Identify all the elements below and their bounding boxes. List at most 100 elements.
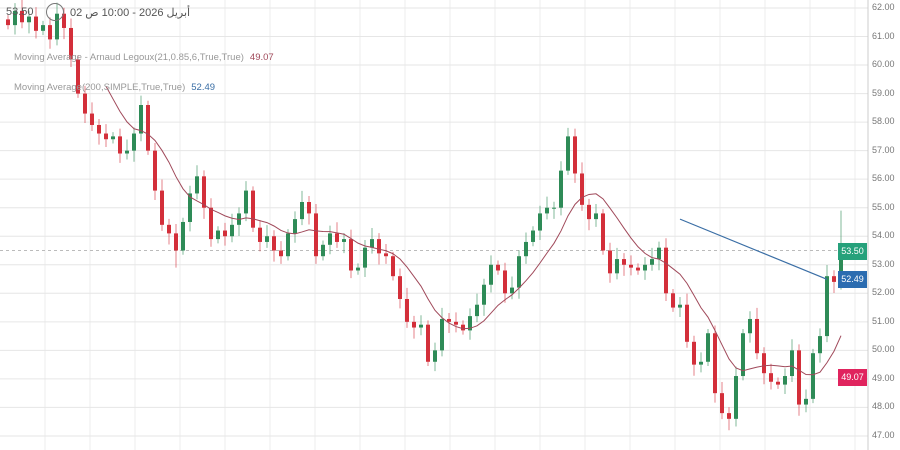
candle-body bbox=[727, 413, 731, 419]
legend-sma200-value: 52.49 bbox=[191, 82, 216, 93]
y-tick-label: 56.00 bbox=[872, 173, 895, 184]
candle-body bbox=[48, 25, 52, 40]
candle-body bbox=[251, 190, 255, 228]
candle-body bbox=[139, 105, 143, 134]
alma-line bbox=[105, 85, 842, 376]
candle-body bbox=[601, 213, 605, 251]
candle-body bbox=[265, 236, 269, 242]
y-tick-label: 53.00 bbox=[872, 258, 895, 269]
candle-body bbox=[825, 276, 829, 337]
candle-body bbox=[377, 239, 381, 254]
candle-body bbox=[300, 202, 304, 220]
last-price-header: 53.50 bbox=[6, 6, 34, 18]
candle-body bbox=[720, 393, 724, 414]
candle-body bbox=[202, 176, 206, 208]
candle-body bbox=[594, 213, 598, 220]
candle-body bbox=[475, 304, 479, 317]
candle-body bbox=[783, 376, 787, 385]
y-tick-label: 58.00 bbox=[872, 116, 895, 127]
candle-body bbox=[615, 259, 619, 274]
candle-body bbox=[811, 353, 815, 399]
candle-body bbox=[405, 299, 409, 322]
candle-body bbox=[608, 250, 612, 274]
candle-body bbox=[412, 321, 416, 328]
legend-sma200[interactable]: Moving Average(200,SIMPLE,True,True) 52.4… bbox=[14, 82, 215, 93]
candle-body bbox=[636, 267, 640, 271]
legend-sma200-label: Moving Average(200,SIMPLE,True,True) bbox=[14, 82, 186, 93]
candle-body bbox=[97, 124, 101, 134]
y-tick-label: 52.00 bbox=[872, 287, 895, 298]
candle-body bbox=[545, 207, 549, 214]
y-tick-label: 60.00 bbox=[872, 59, 895, 70]
price-tag-alma: 49.07 bbox=[838, 368, 867, 386]
candle-body bbox=[804, 398, 808, 405]
candle-body bbox=[629, 264, 633, 268]
candle-body bbox=[559, 170, 563, 208]
candle-body bbox=[370, 239, 374, 248]
candle-body bbox=[573, 136, 577, 174]
price-tag-sma200: 52.49 bbox=[838, 271, 867, 289]
candle-body bbox=[258, 227, 262, 242]
y-tick-label: 50.00 bbox=[872, 344, 895, 355]
candle-body bbox=[223, 230, 227, 237]
candle-body bbox=[314, 213, 318, 257]
candle-body bbox=[216, 230, 220, 240]
sma200-line bbox=[679, 218, 828, 280]
candle-body bbox=[839, 250, 843, 282]
candle-body bbox=[461, 324, 465, 331]
candle-body bbox=[818, 336, 822, 354]
legend-alma-label: Moving Average - Arnaud Legoux(21,0.85,6… bbox=[14, 52, 244, 63]
candle-body bbox=[342, 239, 346, 242]
candle-body bbox=[748, 318, 752, 334]
candle-body bbox=[832, 276, 836, 282]
candle-body bbox=[356, 267, 360, 271]
candle-body bbox=[503, 270, 507, 294]
candle-body bbox=[517, 256, 521, 288]
candle-body bbox=[650, 259, 654, 265]
candle-body bbox=[524, 241, 528, 257]
candle-body bbox=[146, 105, 150, 151]
candle-body bbox=[566, 136, 570, 171]
candle-body bbox=[76, 59, 80, 94]
candle-body bbox=[160, 190, 164, 225]
y-tick-label: 55.00 bbox=[872, 201, 895, 212]
candle-body bbox=[174, 233, 178, 251]
candle-body bbox=[454, 321, 458, 325]
candle-body bbox=[790, 350, 794, 377]
y-tick-label: 47.00 bbox=[872, 429, 895, 440]
candle-body bbox=[741, 333, 745, 377]
candle-body bbox=[489, 264, 493, 285]
candle-body bbox=[391, 256, 395, 277]
legend-alma[interactable]: Moving Average - Arnaud Legoux(21,0.85,6… bbox=[14, 52, 274, 63]
candle-body bbox=[244, 190, 248, 214]
candle-body bbox=[111, 136, 115, 140]
candle-body bbox=[328, 233, 332, 245]
candle-body bbox=[531, 230, 535, 242]
candle-body bbox=[13, 10, 17, 26]
price-tag-last: 53.50 bbox=[838, 242, 867, 260]
candle-body bbox=[118, 136, 122, 154]
candle-body bbox=[440, 318, 444, 351]
candle-body bbox=[496, 264, 500, 271]
candle-body bbox=[447, 318, 451, 322]
candle-body bbox=[685, 304, 689, 342]
candle-body bbox=[307, 202, 311, 214]
candle-body bbox=[433, 350, 437, 362]
candle-body bbox=[104, 133, 108, 140]
legend-alma-value: 49.07 bbox=[249, 52, 274, 63]
candle-body bbox=[6, 19, 10, 26]
candle-body bbox=[468, 316, 472, 331]
candle-body bbox=[797, 350, 801, 405]
candle-body bbox=[321, 244, 325, 257]
candle-body bbox=[188, 193, 192, 222]
candle-body bbox=[580, 173, 584, 205]
y-tick-label: 62.00 bbox=[872, 2, 895, 12]
y-tick-label: 59.00 bbox=[872, 87, 895, 98]
candle-body bbox=[27, 16, 31, 23]
candle-body bbox=[55, 13, 59, 40]
clock-icon[interactable] bbox=[46, 3, 64, 21]
candle-body bbox=[195, 176, 199, 194]
candle-body bbox=[769, 373, 773, 382]
y-tick-label: 48.00 bbox=[872, 401, 895, 412]
